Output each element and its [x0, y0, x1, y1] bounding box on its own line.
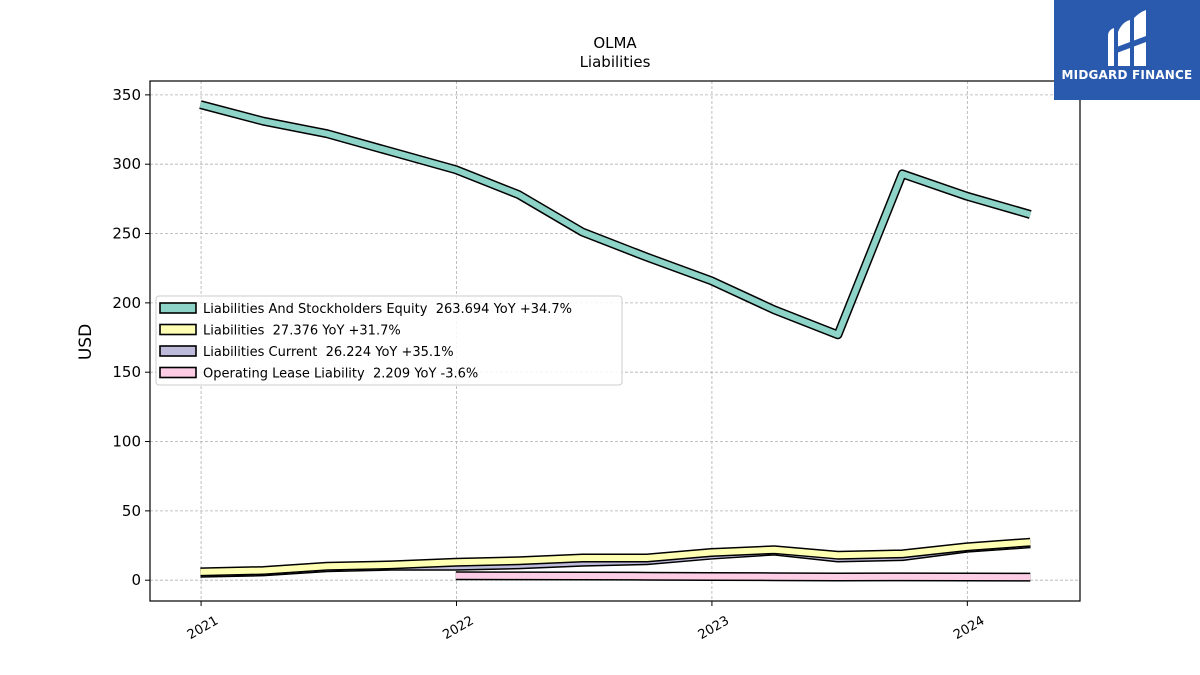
series-line: [455, 572, 1031, 581]
legend-swatch: [159, 323, 197, 336]
brand-mark-icon: [1108, 10, 1146, 66]
series-line: [199, 101, 1032, 338]
y-tick-label: 300: [112, 155, 141, 173]
x-tick-label: 2024: [951, 613, 987, 643]
series-operating-lease-liability: [455, 571, 1031, 582]
series-layer: [199, 100, 1032, 582]
chart-title: OLMA: [593, 34, 637, 52]
x-ticks: 2021 2022 2023 2024: [185, 601, 987, 643]
series-liabilities-and-stockholders-equity: [199, 100, 1032, 340]
y-tick-label: 100: [112, 433, 141, 451]
legend-swatch: [159, 302, 197, 314]
y-ticks: 0 50 100 150 200 250 300 350: [112, 86, 150, 589]
legend: Liabilities And Stockholders Equity 263.…: [155, 295, 623, 386]
y-tick-label: 250: [112, 225, 141, 243]
legend-swatch: [159, 366, 197, 379]
x-tick-label: 2021: [185, 613, 221, 643]
y-tick-label: 150: [112, 363, 141, 381]
y-tick-label: 350: [112, 86, 141, 104]
legend-label: Liabilities 27.376 YoY +31.7%: [203, 324, 401, 339]
legend-label: Operating Lease Liability 2.209 YoY -3.6…: [203, 367, 478, 382]
y-tick-label: 200: [112, 294, 141, 312]
brand-logo: MIDGARD FINANCE: [1054, 0, 1200, 100]
y-tick-label: 50: [122, 502, 141, 520]
brand-name: MIDGARD FINANCE: [1061, 68, 1193, 82]
series-liabilities: [200, 537, 1031, 577]
legend-box: [155, 295, 623, 386]
legend-swatch: [159, 345, 197, 357]
chart-subtitle: Liabilities: [580, 53, 651, 71]
y-axis-label: USD: [76, 324, 96, 360]
plot-frame: [149, 80, 1081, 602]
x-tick-label: 2022: [440, 613, 476, 643]
legend-label: Liabilities Current 26.224 YoY +35.1%: [203, 345, 454, 360]
x-tick-label: 2023: [696, 613, 732, 643]
series-line: [200, 539, 1031, 575]
legend-label: Liabilities And Stockholders Equity 263.…: [203, 302, 572, 317]
y-tick-label: 0: [131, 571, 141, 589]
